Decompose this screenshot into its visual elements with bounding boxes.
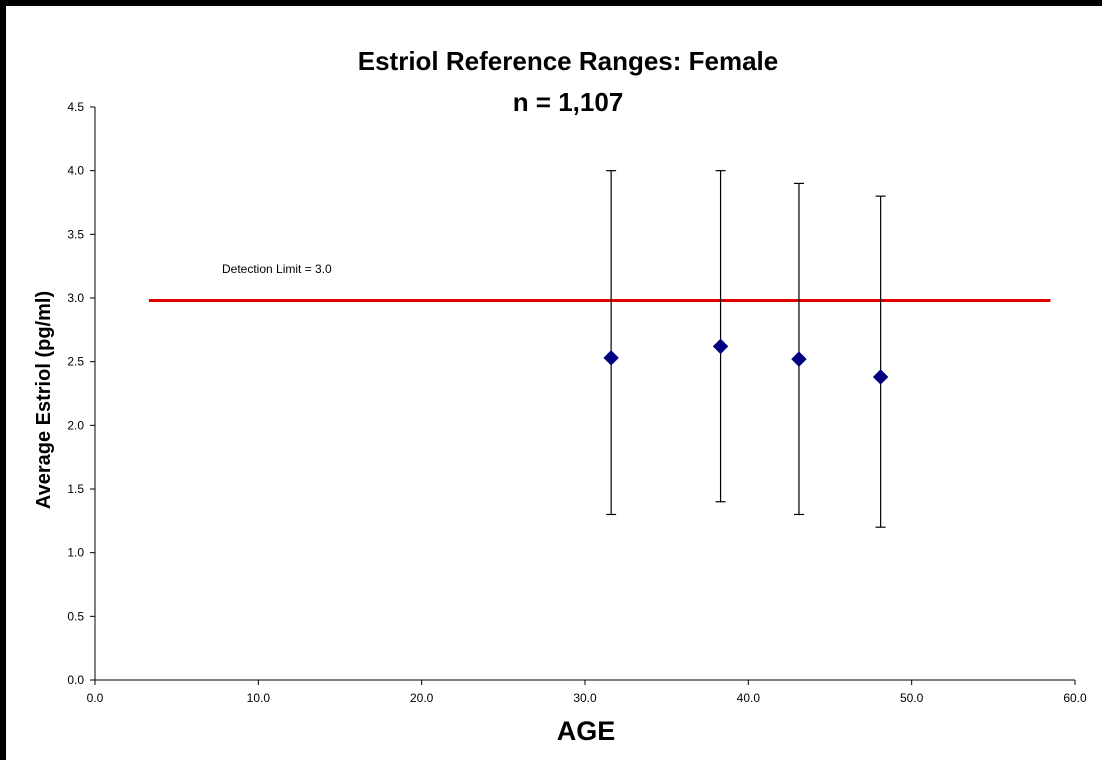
y-tick-label: 2.5 [67, 355, 84, 369]
x-tick-label: 10.0 [247, 691, 271, 705]
y-tick-label: 0.0 [67, 673, 84, 687]
data-points [603, 170, 889, 528]
x-axis-label: AGE [557, 716, 616, 746]
y-tick-label: 1.0 [67, 546, 84, 560]
data-point-diamond [712, 338, 729, 355]
x-tick-label: 40.0 [737, 691, 761, 705]
x-tick-label: 60.0 [1063, 691, 1087, 705]
y-tick-label: 4.0 [67, 164, 84, 178]
y-tick-label: 4.5 [67, 100, 84, 114]
x-tick-label: 50.0 [900, 691, 924, 705]
x-tick-label: 30.0 [573, 691, 597, 705]
y-axis-label: Average Estriol (pg/ml) [33, 291, 55, 509]
axes: 0.0 0.5 1.0 1.5 2.0 2.5 3.0 3.5 4.0 4.5 0.0 10.0 20.… [67, 100, 1087, 705]
chart-title: Estriol Reference Ranges: Female [358, 46, 779, 76]
y-tick-label: 0.5 [67, 609, 84, 623]
x-tick-label: 20.0 [410, 691, 434, 705]
frame-top-border [0, 0, 1102, 6]
y-tick-label: 1.5 [67, 482, 84, 496]
data-point-diamond [791, 351, 807, 367]
y-tick-label: 2.0 [67, 418, 84, 432]
y-tick-label: 3.5 [67, 227, 84, 241]
data-point-diamond [603, 350, 619, 366]
detection-limit-label: Detection Limit = 3.0 [222, 262, 332, 276]
data-point-diamond [872, 369, 889, 385]
y-tick-label: 3.0 [67, 291, 84, 305]
x-tick-label: 0.0 [87, 691, 104, 705]
chart-subtitle: n = 1,107 [513, 87, 624, 117]
